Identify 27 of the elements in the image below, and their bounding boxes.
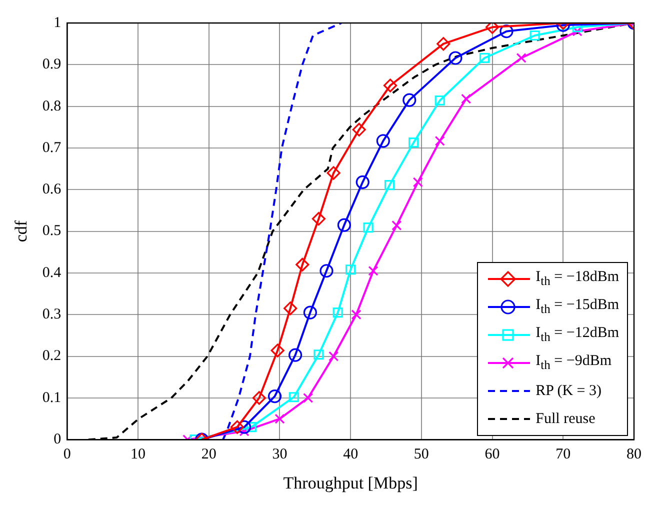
y-tick-label: 0.2 bbox=[42, 348, 62, 364]
x-tick-label: 10 bbox=[130, 446, 146, 463]
legend-label: I$_{th}$ = −9dBm bbox=[536, 353, 612, 373]
y-tick-label: 0 bbox=[54, 432, 62, 448]
legend-label: RP (K = 3) bbox=[536, 382, 602, 400]
y-tick-label: 0.3 bbox=[42, 306, 62, 323]
legend-label: I$_{th}$ = −15dBm bbox=[536, 297, 619, 317]
y-tick-label: 0.6 bbox=[42, 182, 62, 198]
x-axis-title: Throughput [Mbps] bbox=[283, 473, 418, 492]
y-tick-label: 0.5 bbox=[42, 223, 62, 240]
y-tick-label: 0.1 bbox=[42, 390, 62, 406]
x-tick-label: 30 bbox=[272, 446, 288, 463]
x-tick-label: 70 bbox=[556, 446, 571, 463]
y-axis-title: cdf bbox=[12, 220, 31, 242]
x-tick-label: 80 bbox=[626, 446, 642, 463]
x-tick-label: 60 bbox=[484, 446, 500, 463]
x-tick-label: 40 bbox=[343, 446, 358, 463]
legend-label: I$_{th}$ = −18dBm bbox=[536, 269, 619, 289]
y-tick-label: 0.7 bbox=[42, 140, 62, 156]
y-tick-label: 0.8 bbox=[42, 98, 62, 114]
legend-label: Full reuse bbox=[536, 410, 596, 428]
legend-label: I$_{th}$ = −12dBm bbox=[536, 325, 619, 345]
y-tick-label: 0.9 bbox=[42, 56, 62, 73]
x-tick-label: 20 bbox=[201, 446, 216, 463]
y-tick-label: 1 bbox=[54, 14, 62, 31]
x-tick-label: 50 bbox=[414, 446, 429, 463]
y-tick-label: 0.4 bbox=[42, 264, 62, 281]
